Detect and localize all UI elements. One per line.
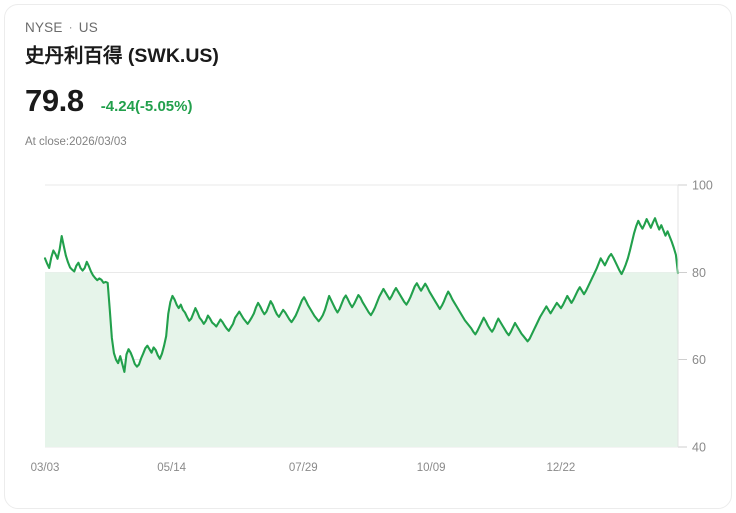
stock-quote-card: NYSE · US 史丹利百得 (SWK.US) 79.8 -4.24(-5.05%…: [4, 4, 732, 509]
price-row: 79.8 -4.24(-5.05%): [25, 83, 711, 119]
y-tick-label: 100: [692, 179, 713, 193]
x-tick-label: 07/29: [289, 462, 318, 474]
x-axis-labels: 03/03 05/14 07/29 10/09 12/22: [31, 462, 576, 474]
y-tick-label: 40: [692, 441, 706, 455]
price-chart[interactable]: 100 80 60 40 03/03 05/14 07/29 10/09 12/22: [5, 165, 732, 495]
x-tick-label: 10/09: [417, 462, 446, 474]
y-axis-labels: 100 80 60 40: [692, 179, 713, 455]
price-chart-svg[interactable]: 100 80 60 40 03/03 05/14 07/29 10/09 12/22: [5, 165, 732, 495]
x-tick-label: 05/14: [157, 462, 186, 474]
last-price: 79.8: [25, 83, 84, 118]
at-close-timestamp: At close:2026/03/03: [25, 136, 127, 148]
x-tick-label: 12/22: [547, 462, 576, 474]
chart-line: [43, 217, 680, 373]
chart-tickmarks: [678, 184, 687, 448]
exchange-region-line: NYSE · US: [25, 19, 711, 37]
page-title: 史丹利百得 (SWK.US): [25, 45, 219, 67]
chart-area-fill: [45, 272, 678, 447]
x-tick-label: 03/03: [31, 462, 60, 474]
quote-header: NYSE · US 史丹利百得 (SWK.US) 79.8 -4.24(-5.05%…: [25, 19, 711, 150]
region-label: US: [78, 20, 98, 35]
y-tick-label: 80: [692, 266, 706, 280]
exchange-label: NYSE: [25, 20, 63, 35]
y-tick-label: 60: [692, 353, 706, 367]
separator-dot: ·: [68, 20, 73, 34]
price-change: -4.24(-5.05%): [100, 98, 193, 115]
